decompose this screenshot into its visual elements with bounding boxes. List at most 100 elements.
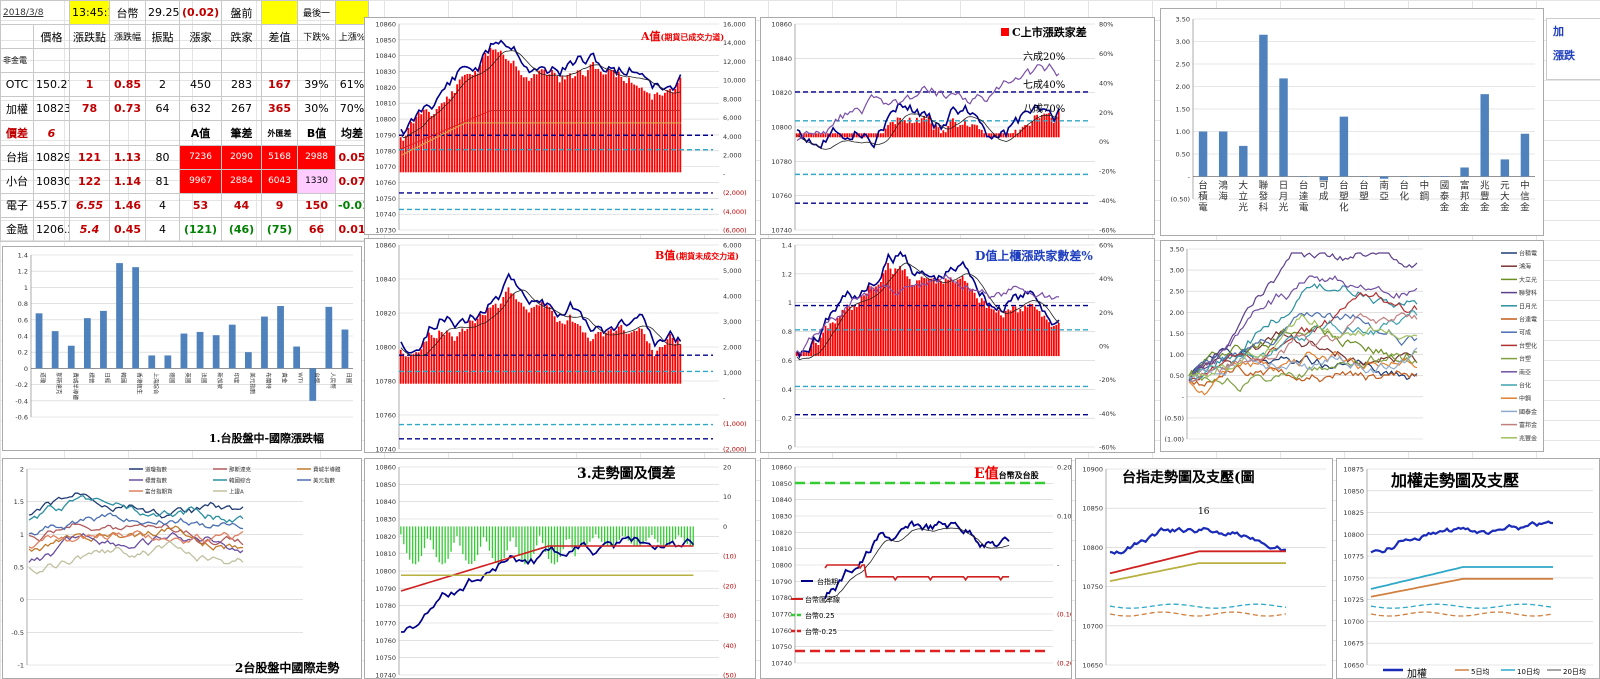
x-tick-label: 金 xyxy=(1520,202,1530,214)
spread-bar xyxy=(515,526,517,548)
bar xyxy=(899,265,901,357)
y-tick-label: 10900 xyxy=(1082,466,1103,474)
y-tick-label: 10840 xyxy=(375,276,396,284)
bar xyxy=(646,341,648,384)
bar xyxy=(875,133,877,138)
side-tab-top: 加 xyxy=(1553,25,1564,38)
bar xyxy=(628,333,630,384)
bar xyxy=(1024,125,1026,138)
price-line xyxy=(796,250,1060,359)
spread-bar xyxy=(488,526,491,551)
spread-bar xyxy=(400,526,402,535)
spread-bar xyxy=(657,526,659,543)
bar xyxy=(651,99,653,173)
spread-bar xyxy=(544,526,547,552)
y-tick-label: 0.6 xyxy=(782,357,792,365)
spread-bar xyxy=(512,526,514,538)
y2-tick-label: -40% xyxy=(1099,197,1116,205)
bar xyxy=(867,285,870,357)
d-value-title: D值上櫃漲跌家數差% xyxy=(975,249,1093,263)
y-tick-label: 10820 xyxy=(771,89,792,97)
bar xyxy=(487,307,489,384)
bar xyxy=(841,309,844,357)
spread-bar xyxy=(598,526,600,539)
x-tick-label: 南 xyxy=(1379,180,1389,192)
bar xyxy=(415,116,417,173)
spread-bar xyxy=(524,526,526,565)
header-down-pct: 下跌% xyxy=(297,24,337,50)
finance-b-value: 66 xyxy=(297,216,337,243)
header-up: 漲家 xyxy=(179,24,223,50)
bar xyxy=(1043,113,1046,138)
y-tick-label: 1 xyxy=(20,531,24,539)
spread-bar xyxy=(666,526,668,547)
bar xyxy=(872,287,875,357)
spread-bar xyxy=(568,526,570,539)
bar xyxy=(1052,122,1055,138)
bar xyxy=(829,133,832,138)
bar xyxy=(865,293,868,357)
x-tick-label: 鴻 xyxy=(1218,180,1228,192)
spread-bar xyxy=(550,526,553,564)
bar xyxy=(664,92,666,173)
c-line-80: 八成70% xyxy=(1023,104,1066,115)
bar xyxy=(425,109,428,173)
bar xyxy=(795,133,798,138)
otc-swing: 2 xyxy=(145,72,181,98)
bar xyxy=(558,82,561,173)
spread-bar xyxy=(432,526,434,550)
panel-a-value: 10730 10740 10750 10760 10770 10780 10790 10800… xyxy=(364,17,756,235)
bar xyxy=(860,296,863,357)
bar xyxy=(612,70,615,173)
bar xyxy=(525,309,528,384)
bar xyxy=(546,305,548,384)
quote-table: 2018/3/8 13:45:10 台幣 29.25 (0.02) 盤前 最後一… xyxy=(0,0,370,243)
bar xyxy=(653,356,656,384)
bar xyxy=(1038,310,1041,357)
legend-label: 韓國綜合 xyxy=(229,477,252,485)
bar xyxy=(1045,113,1048,138)
otc-up: 450 xyxy=(179,72,223,98)
x-tick-label: 豐 xyxy=(1480,191,1490,203)
bar xyxy=(528,312,530,384)
mtx-avg-diff: 0.07 xyxy=(335,168,370,194)
side-tab[interactable]: 加 漲跌 xyxy=(1546,18,1600,80)
elec-pct: 1.46 xyxy=(109,192,147,218)
y2-tick-label: 6,000 xyxy=(723,242,742,250)
bar xyxy=(925,278,928,357)
bar xyxy=(410,355,412,384)
y2-tick-label: 60% xyxy=(1099,50,1113,58)
y2-tick-label: -60% xyxy=(1099,227,1116,235)
ma-line xyxy=(400,50,681,139)
spread-bar xyxy=(441,526,443,565)
bar xyxy=(992,309,995,357)
bar xyxy=(903,269,906,357)
bar xyxy=(420,349,423,384)
otc-pct: 0.85 xyxy=(109,72,147,98)
spread-bar xyxy=(497,526,499,565)
y-tick-label: 10860 xyxy=(375,242,396,250)
bar xyxy=(1026,307,1029,357)
y2-tick-label: -20% xyxy=(1099,376,1116,384)
y2-tick-label: (1,000) xyxy=(723,420,747,428)
bar xyxy=(831,322,834,357)
taiex-down-pct: 30% xyxy=(297,96,337,122)
y2-tick-label: (4,000) xyxy=(723,208,747,216)
bar xyxy=(851,133,853,138)
price-line xyxy=(1370,520,1554,554)
bar xyxy=(1019,308,1022,357)
bar xyxy=(584,332,587,384)
bar xyxy=(602,336,605,384)
bar xyxy=(556,76,559,173)
bar xyxy=(484,315,487,384)
bar xyxy=(925,119,928,138)
bar xyxy=(576,70,579,173)
bar xyxy=(966,125,969,138)
spread-bar xyxy=(533,526,535,554)
x-tick-label: 月 xyxy=(1279,192,1289,203)
y-tick-label: 10675 xyxy=(1343,640,1364,648)
tx-swing: 80 xyxy=(145,144,181,170)
ma-line xyxy=(796,113,1060,150)
bar xyxy=(882,133,885,138)
ma-line xyxy=(824,527,1010,604)
